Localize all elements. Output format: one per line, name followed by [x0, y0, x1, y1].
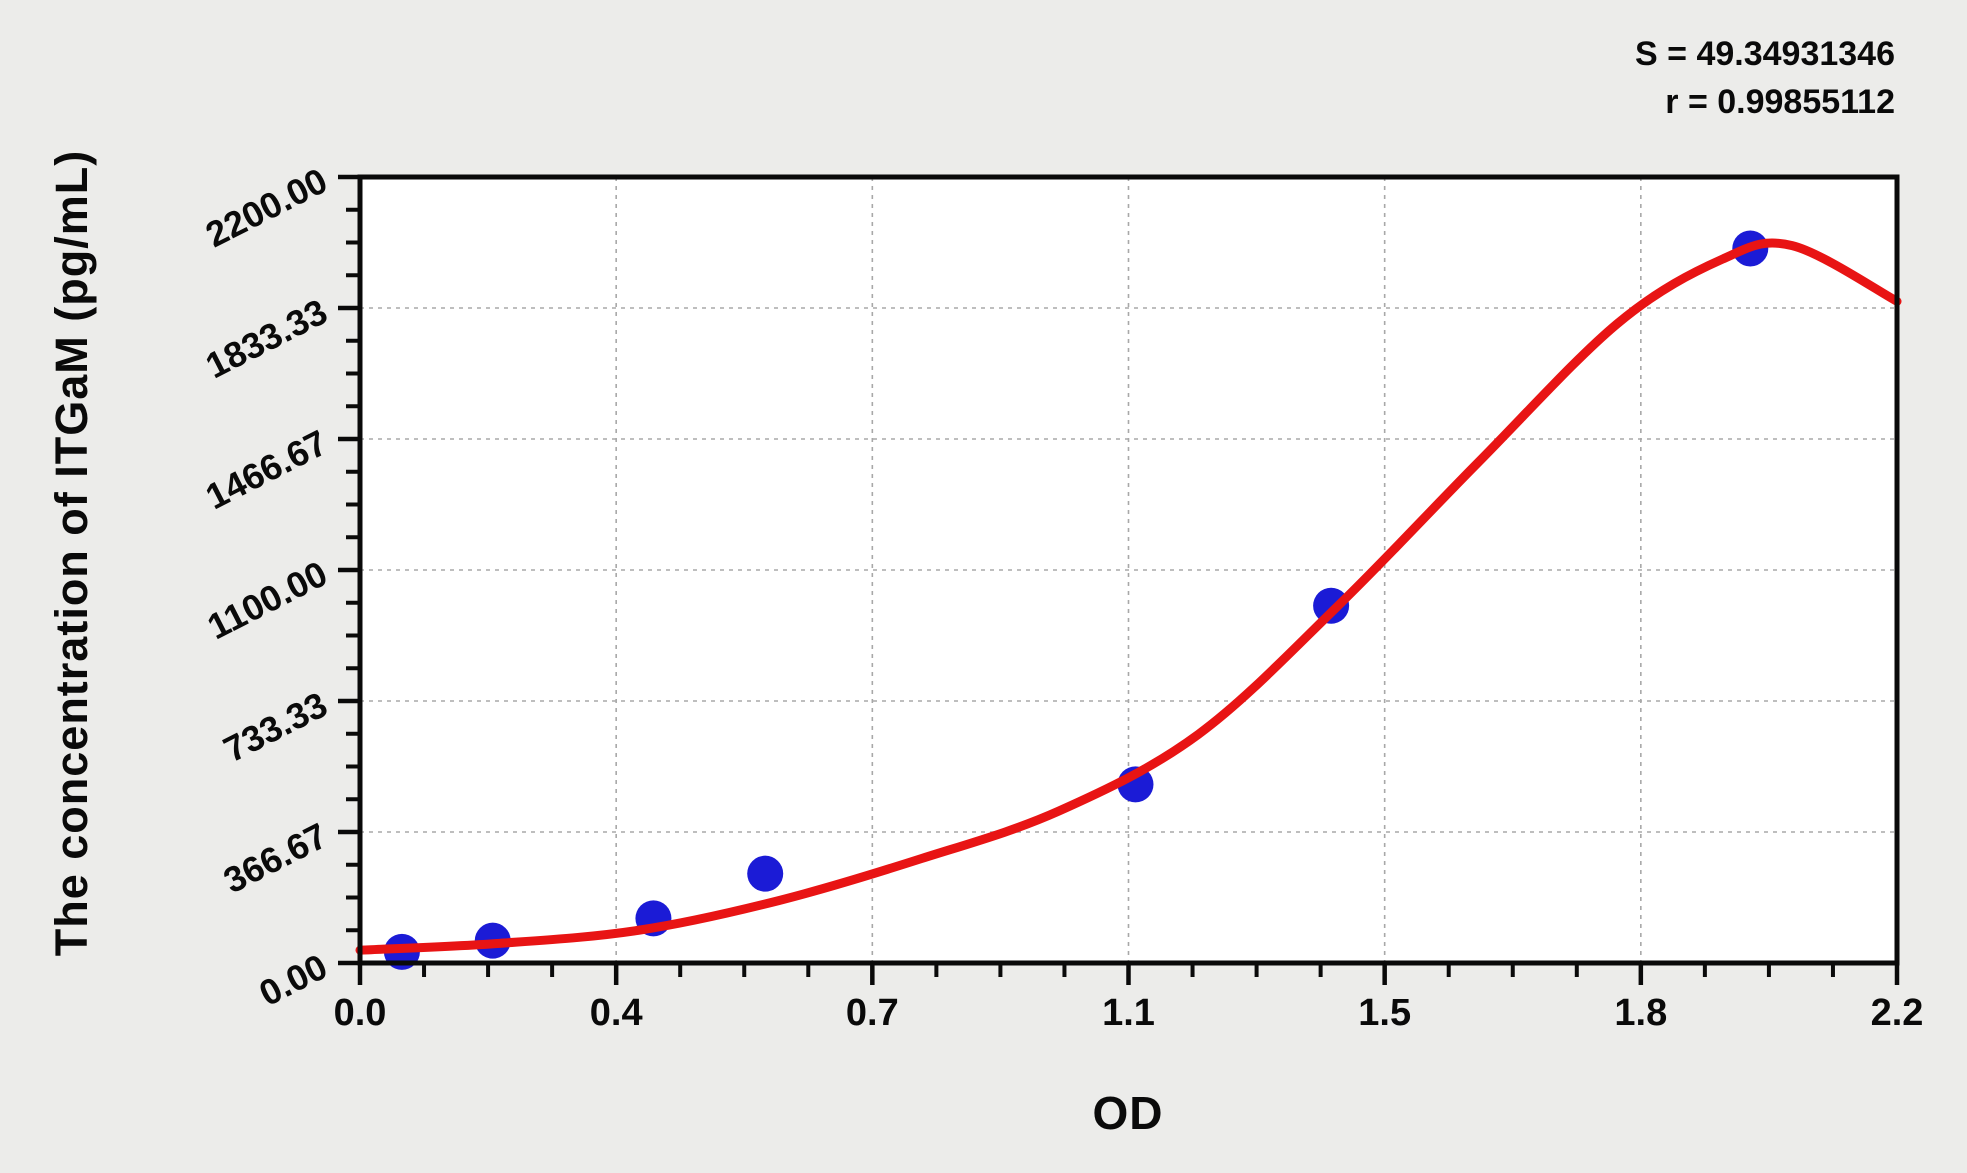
y-tick-label: 0.00	[253, 946, 334, 1014]
x-tick-label: 0.4	[590, 992, 643, 1034]
fit-statistics: S = 49.34931346 r = 0.99855112	[1635, 30, 1895, 126]
stat-r-value: r = 0.99855112	[1665, 83, 1895, 121]
y-axis-title: The concentration of ITGaM (pg/mL)	[46, 149, 97, 957]
y-tick-label: 1466.67	[199, 422, 334, 518]
x-tick-label: 1.1	[1102, 992, 1155, 1034]
y-tick-label: 2200.00	[199, 160, 334, 256]
y-tick-label: 1100.00	[201, 553, 334, 648]
data-point	[1313, 587, 1350, 624]
fit-curve	[355, 238, 1902, 955]
y-tick-label: 366.67	[217, 815, 334, 902]
y-tick-label: 1833.33	[199, 291, 334, 387]
x-tick-label: 0.0	[334, 992, 387, 1034]
data-point	[747, 855, 784, 892]
x-tick-label: 0.7	[846, 992, 899, 1034]
x-tick-label: 2.2	[1871, 992, 1924, 1034]
x-tick-label: 1.8	[1614, 992, 1667, 1034]
x-axis-title: OD	[1092, 1087, 1164, 1139]
y-tick-label: 733.33	[217, 684, 334, 771]
x-tick-label: 1.5	[1358, 992, 1411, 1034]
stat-s-value: S = 49.34931346	[1635, 35, 1895, 73]
